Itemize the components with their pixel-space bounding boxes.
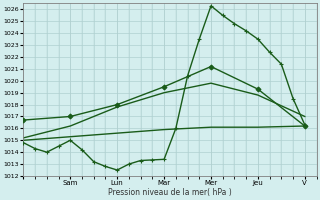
X-axis label: Pression niveau de la mer( hPa ): Pression niveau de la mer( hPa )	[108, 188, 232, 197]
